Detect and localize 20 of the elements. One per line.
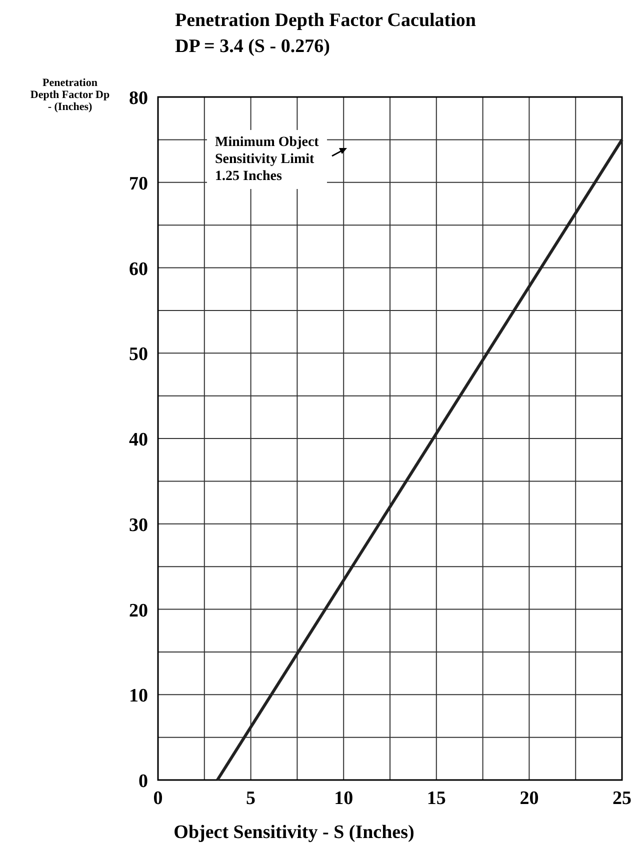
y-tick-label: 50	[129, 344, 148, 366]
x-tick-label: 0	[153, 788, 163, 809]
chart-subtitle: DP = 3.4 (S - 0.276)	[175, 36, 330, 57]
x-tick-label: 5	[246, 788, 256, 809]
y-tick-label: 60	[129, 258, 148, 280]
y-tick-label: 20	[129, 600, 148, 622]
chart-title: Penetration Depth Factor Caculation	[175, 10, 476, 31]
x-tick-label: 10	[334, 788, 354, 809]
y-tick-label: 80	[129, 88, 148, 109]
y-tick-label: 40	[129, 430, 148, 450]
x-tick-label: 25	[612, 788, 632, 809]
y-tick-label: 70	[129, 173, 148, 194]
annotation: Minimum Object Sensitivity Limit 1.25 Inches	[215, 135, 320, 184]
x-tick-label: 20	[520, 788, 539, 809]
y-tick-label: 0	[138, 771, 148, 792]
y-tick-label: 30	[129, 514, 148, 536]
y-axis-title: Penetration Depth Factor Dp - (Inches)	[30, 77, 110, 113]
x-tick-label: 15	[426, 788, 446, 809]
y-tick-label: 10	[129, 686, 148, 707]
x-axis-title: Object Sensitivity - S (Inches)	[174, 822, 414, 843]
